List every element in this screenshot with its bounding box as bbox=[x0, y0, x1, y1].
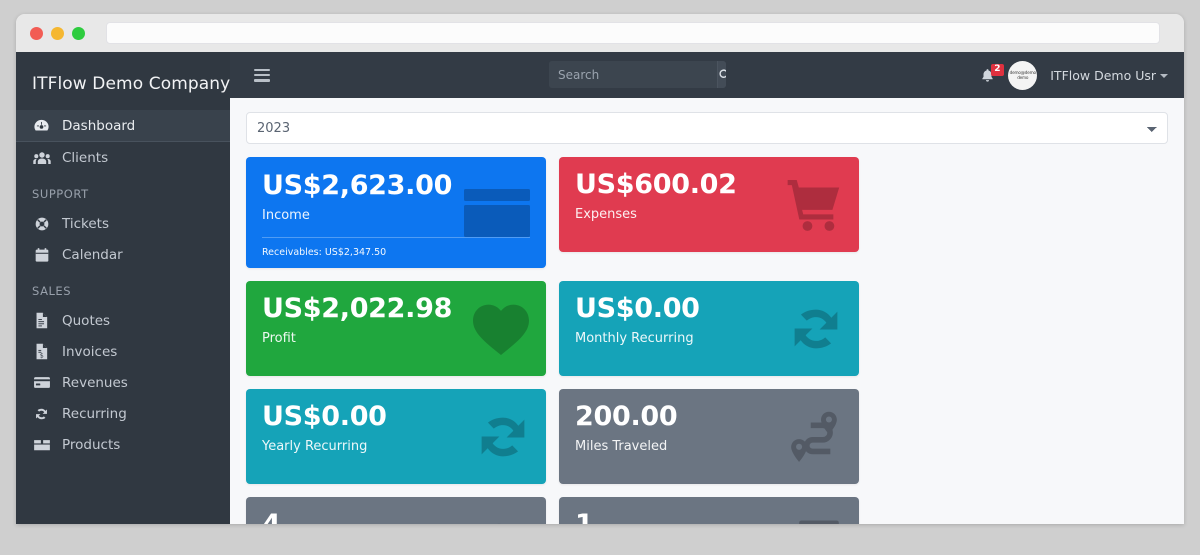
stat-card-value: 1 bbox=[575, 509, 843, 524]
calendar-icon bbox=[32, 246, 51, 263]
stat-card-body: US$0.00 Yearly Recurring bbox=[246, 389, 546, 468]
stat-card-new-vendors[interactable]: 1 New Vendors bbox=[559, 497, 859, 524]
window-minimize-button[interactable] bbox=[51, 26, 64, 40]
sidebar-item-recurring[interactable]: Recurring bbox=[16, 398, 230, 429]
stat-card-value: US$0.00 bbox=[575, 293, 700, 325]
stat-card-body: US$2,623.00 Income bbox=[246, 157, 546, 237]
sidebar-group-support: SUPPORT bbox=[32, 187, 89, 201]
stat-card-label: Expenses bbox=[575, 207, 637, 223]
stat-card-income[interactable]: US$2,623.00 Income Receivables: US$2,347… bbox=[246, 157, 546, 269]
sidebar-item-label: Tickets bbox=[62, 215, 109, 232]
sidebar-item-tickets[interactable]: Tickets bbox=[16, 208, 230, 239]
sidebar-item-calendar[interactable]: Calendar bbox=[16, 239, 230, 270]
window-maximize-button[interactable] bbox=[72, 26, 85, 40]
search-bar bbox=[549, 61, 726, 88]
sidebar-item-dashboard[interactable]: Dashboard bbox=[16, 110, 230, 142]
stat-card-body: 4 New Clients bbox=[246, 497, 546, 524]
main-content: 2023 US$2,623.00 Income Receivab bbox=[230, 98, 1184, 524]
user-menu-button[interactable]: ITFlow Demo Usr bbox=[1050, 68, 1168, 83]
stat-card-label: Monthly Recurring bbox=[575, 331, 694, 347]
stat-card-new-clients[interactable]: 4 New Clients bbox=[246, 497, 546, 524]
stat-card-value: US$2,022.98 bbox=[262, 293, 453, 325]
stat-card-body: US$600.02 Expenses bbox=[559, 157, 859, 236]
stat-card-label: Profit bbox=[262, 331, 296, 347]
sidebar-item-label: Clients bbox=[62, 149, 109, 166]
sidebar-item-invoices[interactable]: $ Invoices bbox=[16, 336, 230, 367]
stat-card-label: Income bbox=[262, 208, 310, 224]
stat-card-value: 200.00 bbox=[575, 401, 678, 433]
stat-card-body: 1 New Vendors bbox=[559, 497, 859, 524]
stat-card-value: US$600.02 bbox=[575, 169, 737, 200]
stat-card-body: 200.00 Miles Traveled bbox=[559, 389, 859, 468]
search-button[interactable] bbox=[717, 61, 726, 88]
sync-icon bbox=[32, 405, 51, 422]
notification-count-badge: 2 bbox=[991, 64, 1004, 76]
dashboard-gauge-icon bbox=[32, 117, 51, 134]
app-viewport: ITFlow Demo Company Dashboard bbox=[16, 52, 1184, 524]
sidebar-item-label: Invoices bbox=[62, 343, 118, 360]
sidebar-item-label: Recurring bbox=[62, 405, 127, 422]
search-input[interactable] bbox=[549, 61, 717, 88]
avatar-line-1: demo@demo bbox=[1009, 70, 1036, 75]
file-invoice-icon bbox=[32, 312, 51, 329]
topbar: 2 demo@demo demo ITFlow Demo Usr bbox=[230, 52, 1184, 98]
sidebar-item-quotes[interactable]: Quotes bbox=[16, 305, 230, 336]
credit-card-icon bbox=[32, 374, 51, 391]
sidebar-item-label: Calendar bbox=[62, 246, 123, 263]
sidebar-item-label: Revenues bbox=[62, 374, 128, 391]
stat-card-label: Miles Traveled bbox=[575, 439, 668, 455]
bell-icon bbox=[982, 69, 993, 82]
stat-card-footer: Receivables: US$2,347.50 bbox=[262, 237, 530, 268]
stat-card-expenses[interactable]: US$600.02 Expenses bbox=[559, 157, 859, 252]
sidebar-item-label: Products bbox=[62, 436, 121, 453]
avatar[interactable]: demo@demo demo bbox=[1008, 60, 1038, 90]
stat-card-profit[interactable]: US$2,022.98 Profit bbox=[246, 281, 546, 377]
users-icon bbox=[32, 149, 51, 166]
chevron-down-icon bbox=[1160, 74, 1168, 78]
sidebar-item-label: Dashboard bbox=[62, 117, 136, 134]
sidebar-item-label: Quotes bbox=[62, 312, 111, 329]
stat-card-monthly-recurring[interactable]: US$0.00 Monthly Recurring bbox=[559, 281, 859, 377]
stat-card-value: US$0.00 bbox=[262, 401, 387, 433]
avatar-line-2: demo bbox=[1017, 75, 1029, 80]
stat-card-value: US$2,623.00 bbox=[262, 170, 453, 201]
sidebar: ITFlow Demo Company Dashboard bbox=[16, 52, 230, 524]
user-menu-label: ITFlow Demo Usr bbox=[1050, 67, 1156, 83]
stat-card-label: Yearly Recurring bbox=[262, 439, 368, 455]
sidebar-item-clients[interactable]: Clients bbox=[16, 142, 230, 173]
url-bar-input[interactable] bbox=[106, 22, 1160, 44]
file-invoice-dollar-icon: $ bbox=[32, 343, 51, 360]
sidebar-item-revenues[interactable]: Revenues bbox=[16, 367, 230, 398]
browser-chrome-bar bbox=[16, 14, 1184, 52]
stat-card-yearly-recurring[interactable]: US$0.00 Yearly Recurring bbox=[246, 389, 546, 485]
year-filter-select[interactable]: 2023 bbox=[246, 112, 1168, 144]
window-close-button[interactable] bbox=[30, 26, 43, 40]
stat-card-body: US$2,022.98 Profit bbox=[246, 281, 546, 360]
hamburger-menu-icon[interactable] bbox=[254, 68, 270, 82]
life-ring-icon bbox=[32, 215, 51, 232]
browser-window: ITFlow Demo Company Dashboard bbox=[16, 14, 1184, 524]
stat-card-body: US$0.00 Monthly Recurring bbox=[559, 281, 859, 360]
box-icon bbox=[32, 436, 51, 453]
stat-card-miles-traveled[interactable]: 200.00 Miles Traveled bbox=[559, 389, 859, 485]
sidebar-group-sales: SALES bbox=[32, 284, 72, 298]
stat-card-grid: US$2,623.00 Income Receivables: US$2,347… bbox=[246, 157, 1168, 524]
svg-text:$: $ bbox=[40, 352, 44, 359]
sidebar-item-products[interactable]: Products bbox=[16, 429, 230, 460]
brand-title: ITFlow Demo Company bbox=[32, 74, 231, 94]
stat-card-value: 4 bbox=[262, 509, 530, 524]
topbar-right-group: 2 demo@demo demo ITFlow Demo Usr bbox=[980, 52, 1168, 98]
notifications-button[interactable]: 2 bbox=[980, 64, 1004, 83]
